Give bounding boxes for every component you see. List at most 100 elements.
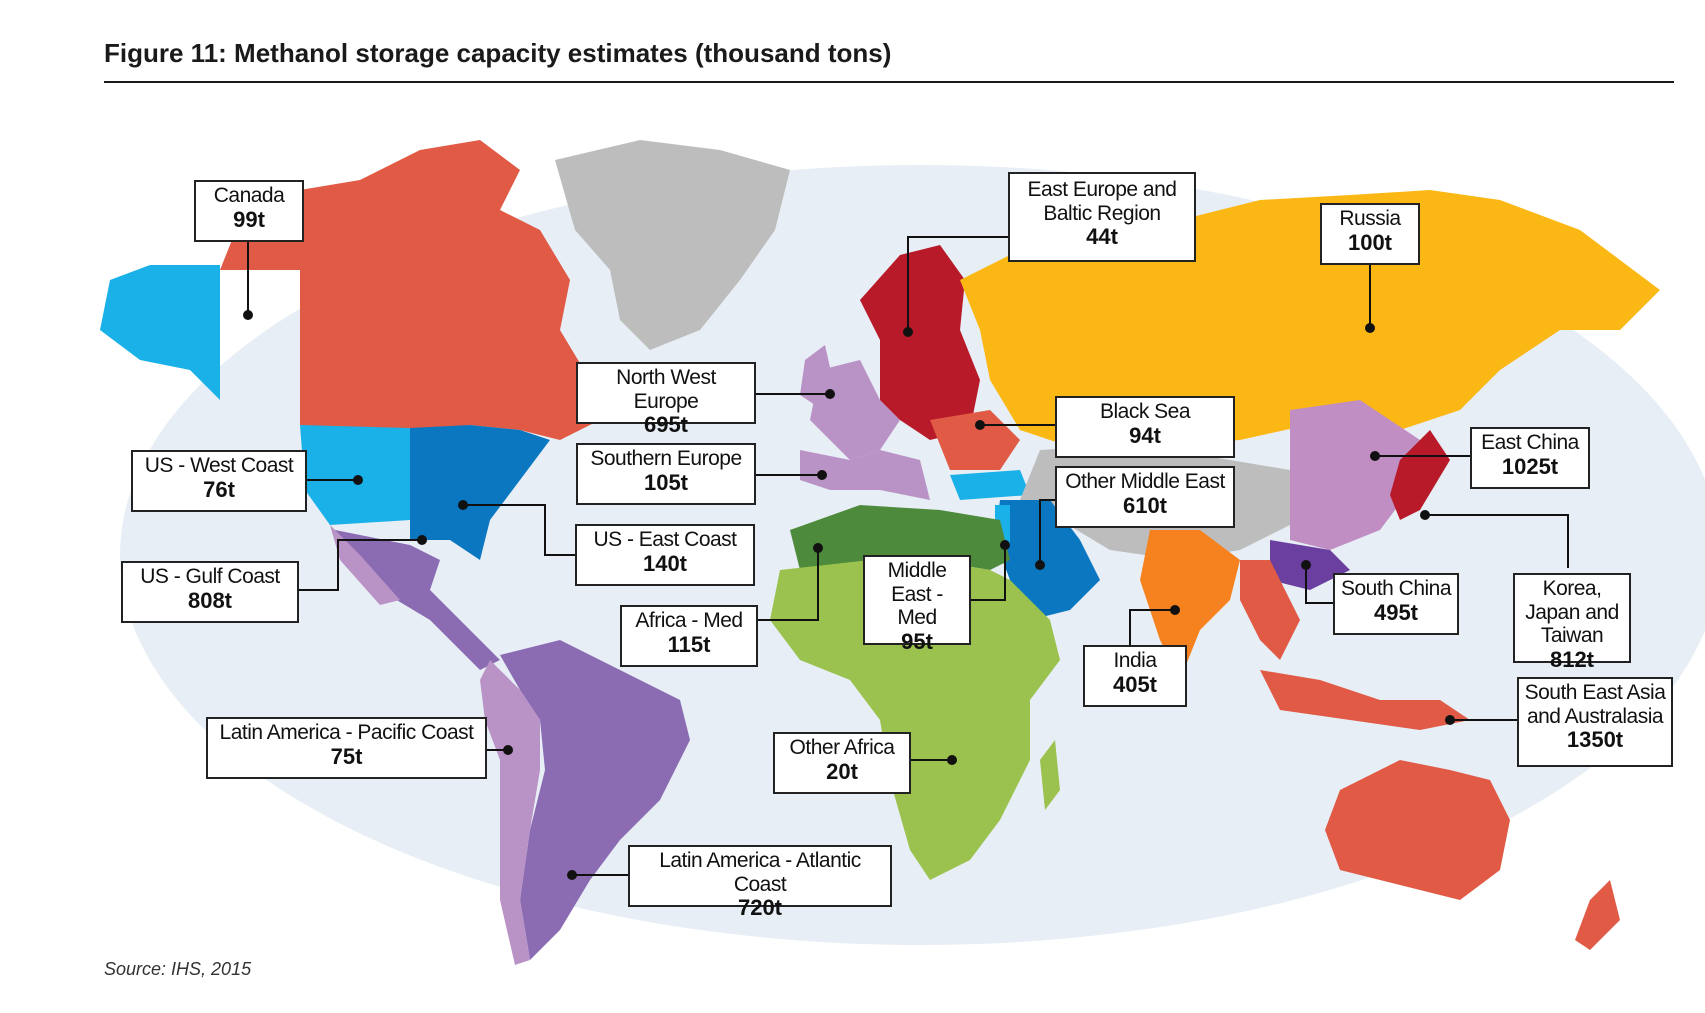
- leader-middle-east-med: [970, 545, 1006, 601]
- canada-shape: [220, 140, 600, 440]
- label-name: Canada: [213, 184, 285, 207]
- dot-canada: [243, 310, 253, 320]
- label-value: 76t: [203, 476, 235, 502]
- label-value: 140t: [642, 550, 688, 576]
- label-value: 695t: [643, 412, 689, 438]
- label-east-europe: East Europe and Baltic Region 44t: [1008, 172, 1196, 262]
- label-name: Other Africa: [789, 736, 895, 759]
- dot-other-africa: [947, 755, 957, 765]
- label-value: 495t: [1373, 599, 1419, 625]
- leader-india: [1129, 609, 1175, 650]
- dot-latam-pacific: [503, 745, 513, 755]
- label-name: Latin America - Atlantic Coast: [659, 849, 861, 896]
- label-name: US - Gulf Coast: [140, 565, 280, 588]
- leader-other-middle-east: [1039, 499, 1055, 565]
- latam-pacific-shape: [480, 660, 540, 965]
- label-name: East Europe and Baltic Region: [1027, 178, 1177, 225]
- label-name: Southern Europe: [590, 447, 742, 470]
- source-note: Source: IHS, 2015: [104, 959, 252, 979]
- leader-us-east: [463, 504, 575, 556]
- label-se-asia: South East Asia and Australasia 1350t: [1517, 677, 1673, 767]
- label-latam-atlantic: Latin America - Atlantic Coast 720t: [628, 845, 892, 920]
- uk-shape: [800, 345, 835, 405]
- southern-europe-shape: [800, 450, 930, 500]
- label-black-sea: Black Sea 94t: [1055, 396, 1235, 458]
- mexico-shape: [335, 530, 500, 670]
- africa-med-shape: [790, 505, 1010, 570]
- label-canada: Canada 99t: [194, 180, 304, 242]
- leader-dots: [243, 310, 1455, 880]
- india-shape: [1140, 530, 1240, 680]
- label-india: India 405t: [1083, 645, 1187, 707]
- leader-africa-med: [756, 548, 819, 621]
- label-value: 20t: [826, 758, 858, 784]
- label-value: 808t: [187, 587, 233, 613]
- label-value: 99t: [233, 206, 265, 232]
- figure-title: Figure 11: Methanol storage capacity est…: [104, 38, 892, 68]
- dot-southern-europe: [817, 470, 827, 480]
- dot-east-europe: [903, 327, 913, 337]
- label-us-west: US - West Coast 76t: [131, 450, 307, 512]
- label-value: 405t: [1112, 671, 1158, 697]
- label-name: Latin America - Pacific Coast: [219, 721, 474, 744]
- dot-russia: [1365, 323, 1375, 333]
- label-value: 105t: [643, 469, 689, 495]
- alaska-shape: [100, 265, 220, 400]
- label-east-china: East China 1025t: [1470, 427, 1590, 489]
- dot-se-asia: [1445, 715, 1455, 725]
- indonesia-shape: [1260, 670, 1470, 730]
- label-value: 720t: [737, 895, 783, 921]
- label-southern-europe: Southern Europe 105t: [576, 443, 756, 505]
- us-west-shape: [300, 425, 410, 525]
- label-middle-east-med: Middle East - Med 95t: [863, 555, 971, 653]
- label-name: South East Asia and Australasia: [1524, 681, 1666, 728]
- middle-east-shape: [995, 500, 1100, 620]
- leader-east-europe: [907, 236, 1008, 332]
- label-name: North West Europe: [616, 366, 716, 413]
- label-name: Other Middle East: [1065, 470, 1225, 493]
- label-name: US - West Coast: [144, 454, 294, 477]
- australia-shape: [1325, 760, 1510, 900]
- label-name: Africa - Med: [635, 609, 743, 632]
- dot-us-gulf: [417, 535, 427, 545]
- label-name: Russia: [1339, 207, 1401, 230]
- dot-east-china: [1370, 451, 1380, 461]
- label-value: 610t: [1122, 492, 1168, 518]
- label-name: Middle East - Med: [887, 559, 947, 630]
- label-value: 44t: [1086, 224, 1118, 250]
- label-other-africa: Other Africa 20t: [773, 732, 911, 794]
- label-korea-japan: Korea, Japan and Taiwan 812t: [1513, 573, 1631, 671]
- dot-africa-med: [813, 543, 823, 553]
- dot-us-east: [458, 500, 468, 510]
- dot-latam-atlantic: [567, 870, 577, 880]
- label-value: 1025t: [1501, 453, 1559, 479]
- leader-south-china: [1305, 565, 1333, 604]
- mexico-pacific-shape: [330, 525, 400, 605]
- label-name: South China: [1340, 577, 1452, 600]
- leader-lines: [247, 235, 1569, 876]
- label-nw-europe: North West Europe 695t: [576, 362, 756, 437]
- label-name: Black Sea: [1099, 400, 1191, 423]
- label-value: 75t: [330, 743, 363, 769]
- label-name: Korea, Japan and Taiwan: [1525, 577, 1619, 648]
- title-rule: [104, 81, 1674, 83]
- label-latam-pacific: Latin America - Pacific Coast 75t: [206, 717, 487, 779]
- turkey-shape: [950, 470, 1030, 500]
- us-east-shape: [410, 425, 550, 560]
- label-us-east: US - East Coast 140t: [575, 524, 755, 586]
- leader-korea-japan: [1425, 514, 1569, 568]
- dot-india: [1170, 605, 1180, 615]
- label-us-gulf: US - Gulf Coast 808t: [121, 561, 299, 623]
- label-value: 100t: [1347, 229, 1393, 255]
- east-china-shape: [1290, 400, 1420, 550]
- label-other-middle-east: Other Middle East 610t: [1055, 466, 1235, 528]
- dot-other-middle-east: [1035, 560, 1045, 570]
- latam-atlantic-shape: [500, 640, 690, 960]
- dot-us-west: [353, 475, 363, 485]
- label-value: 115t: [667, 631, 711, 657]
- dot-nw-europe: [825, 389, 835, 399]
- dot-black-sea: [975, 420, 985, 430]
- east-europe-shape: [860, 245, 980, 440]
- korea-japan-shape: [1390, 430, 1450, 520]
- label-value: 1350t: [1566, 727, 1624, 753]
